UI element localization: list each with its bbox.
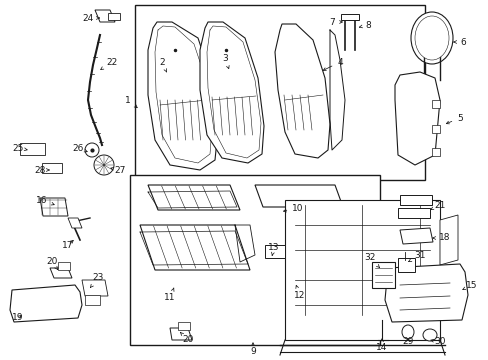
Text: 17: 17 xyxy=(62,240,74,249)
Polygon shape xyxy=(254,185,342,207)
Bar xyxy=(130,175,379,345)
Text: 22: 22 xyxy=(101,58,118,69)
Circle shape xyxy=(85,143,99,157)
Text: 21: 21 xyxy=(430,201,445,210)
Polygon shape xyxy=(431,100,439,108)
Polygon shape xyxy=(178,322,190,330)
Text: 5: 5 xyxy=(446,113,462,124)
Text: 11: 11 xyxy=(164,288,175,302)
Polygon shape xyxy=(108,13,120,20)
Ellipse shape xyxy=(422,329,436,341)
Text: 9: 9 xyxy=(250,343,255,356)
Text: 20: 20 xyxy=(180,333,193,345)
Text: 16: 16 xyxy=(36,195,54,205)
Polygon shape xyxy=(439,270,457,320)
Text: 12: 12 xyxy=(294,285,305,301)
Text: 15: 15 xyxy=(462,280,477,289)
Polygon shape xyxy=(85,295,100,305)
Polygon shape xyxy=(439,215,457,265)
Text: 13: 13 xyxy=(268,243,279,256)
Polygon shape xyxy=(58,262,70,270)
Ellipse shape xyxy=(410,12,452,64)
Polygon shape xyxy=(397,258,414,272)
Polygon shape xyxy=(140,225,249,270)
Polygon shape xyxy=(264,245,285,258)
Text: 23: 23 xyxy=(90,274,103,288)
Polygon shape xyxy=(82,280,108,296)
Bar xyxy=(135,5,424,180)
Text: 19: 19 xyxy=(12,314,24,323)
Polygon shape xyxy=(274,24,329,158)
Polygon shape xyxy=(397,208,429,218)
Polygon shape xyxy=(20,143,45,155)
Text: 2: 2 xyxy=(159,58,166,72)
Text: 27: 27 xyxy=(111,166,125,175)
Ellipse shape xyxy=(401,325,413,339)
Polygon shape xyxy=(148,185,240,210)
Polygon shape xyxy=(95,10,115,22)
Text: 24: 24 xyxy=(82,14,99,23)
Text: 7: 7 xyxy=(328,18,342,27)
Polygon shape xyxy=(170,328,192,340)
Polygon shape xyxy=(10,285,82,322)
Polygon shape xyxy=(394,72,439,165)
Circle shape xyxy=(94,155,114,175)
Text: 8: 8 xyxy=(359,21,370,30)
Polygon shape xyxy=(371,262,394,288)
Polygon shape xyxy=(285,200,439,340)
Text: 10: 10 xyxy=(283,203,303,212)
Text: 28: 28 xyxy=(34,166,49,175)
Polygon shape xyxy=(200,22,264,163)
Polygon shape xyxy=(42,163,62,173)
Text: 32: 32 xyxy=(364,253,379,267)
Polygon shape xyxy=(399,228,432,244)
Polygon shape xyxy=(40,198,68,216)
Ellipse shape xyxy=(414,16,448,60)
Text: 3: 3 xyxy=(222,54,229,69)
Polygon shape xyxy=(384,264,467,322)
Polygon shape xyxy=(431,148,439,156)
Polygon shape xyxy=(148,22,218,170)
Polygon shape xyxy=(340,14,358,20)
Text: 18: 18 xyxy=(432,234,450,243)
Text: 25: 25 xyxy=(12,144,27,153)
Text: 31: 31 xyxy=(408,251,425,262)
Text: 1: 1 xyxy=(125,95,137,108)
Text: 20: 20 xyxy=(46,257,58,270)
Polygon shape xyxy=(68,218,82,228)
Polygon shape xyxy=(431,125,439,133)
Text: 4: 4 xyxy=(323,58,342,70)
Polygon shape xyxy=(50,268,72,278)
Text: 29: 29 xyxy=(402,338,413,346)
Polygon shape xyxy=(399,195,431,205)
Text: 26: 26 xyxy=(72,144,87,153)
Text: 6: 6 xyxy=(453,37,465,46)
Text: 30: 30 xyxy=(430,338,445,346)
Text: 14: 14 xyxy=(376,339,387,352)
